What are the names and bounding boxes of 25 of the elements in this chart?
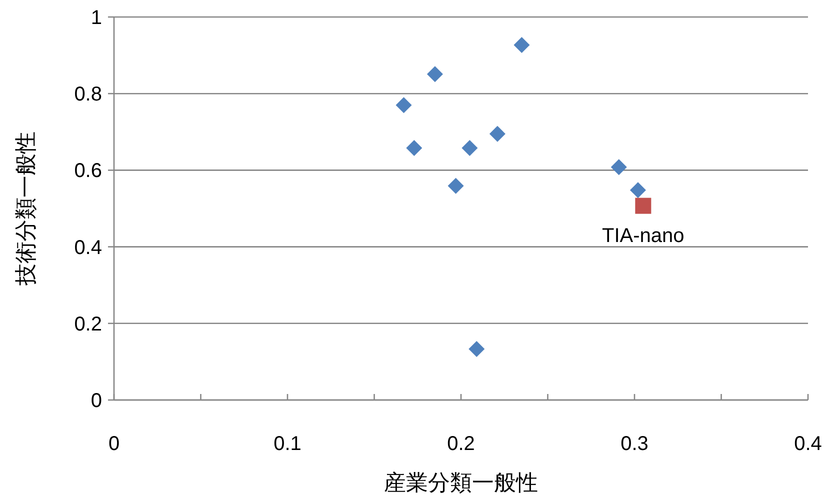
x-tick-label: 0.3: [620, 433, 648, 455]
point: [610, 159, 627, 176]
x-tick-label: 0.2: [447, 433, 475, 455]
point: [635, 198, 652, 214]
point: [406, 140, 422, 156]
y-tick-label: 0: [90, 390, 102, 412]
point: [426, 66, 443, 82]
point: [448, 178, 464, 194]
x-tick-label: 0.4: [794, 433, 822, 455]
y-tick-label: 0.6: [74, 160, 102, 182]
x-tick-label: 0.1: [274, 433, 302, 455]
point: [462, 140, 478, 156]
point: [630, 182, 646, 198]
point: [468, 341, 485, 358]
y-tick-label: 0.2: [74, 313, 102, 336]
y-tick-label: 0.4: [74, 236, 102, 259]
x-tick-label: 0: [108, 433, 120, 455]
y-tick-label: 1: [90, 7, 102, 29]
y-tick-label: 0.8: [74, 84, 102, 106]
point: [489, 126, 506, 142]
point: [514, 36, 530, 53]
point: [396, 97, 412, 114]
y-axis-title: 技術分類一般性: [13, 132, 38, 286]
annotation: TIA-nano: [602, 224, 684, 247]
x-axis-title: 産業分類一般性: [384, 470, 538, 495]
